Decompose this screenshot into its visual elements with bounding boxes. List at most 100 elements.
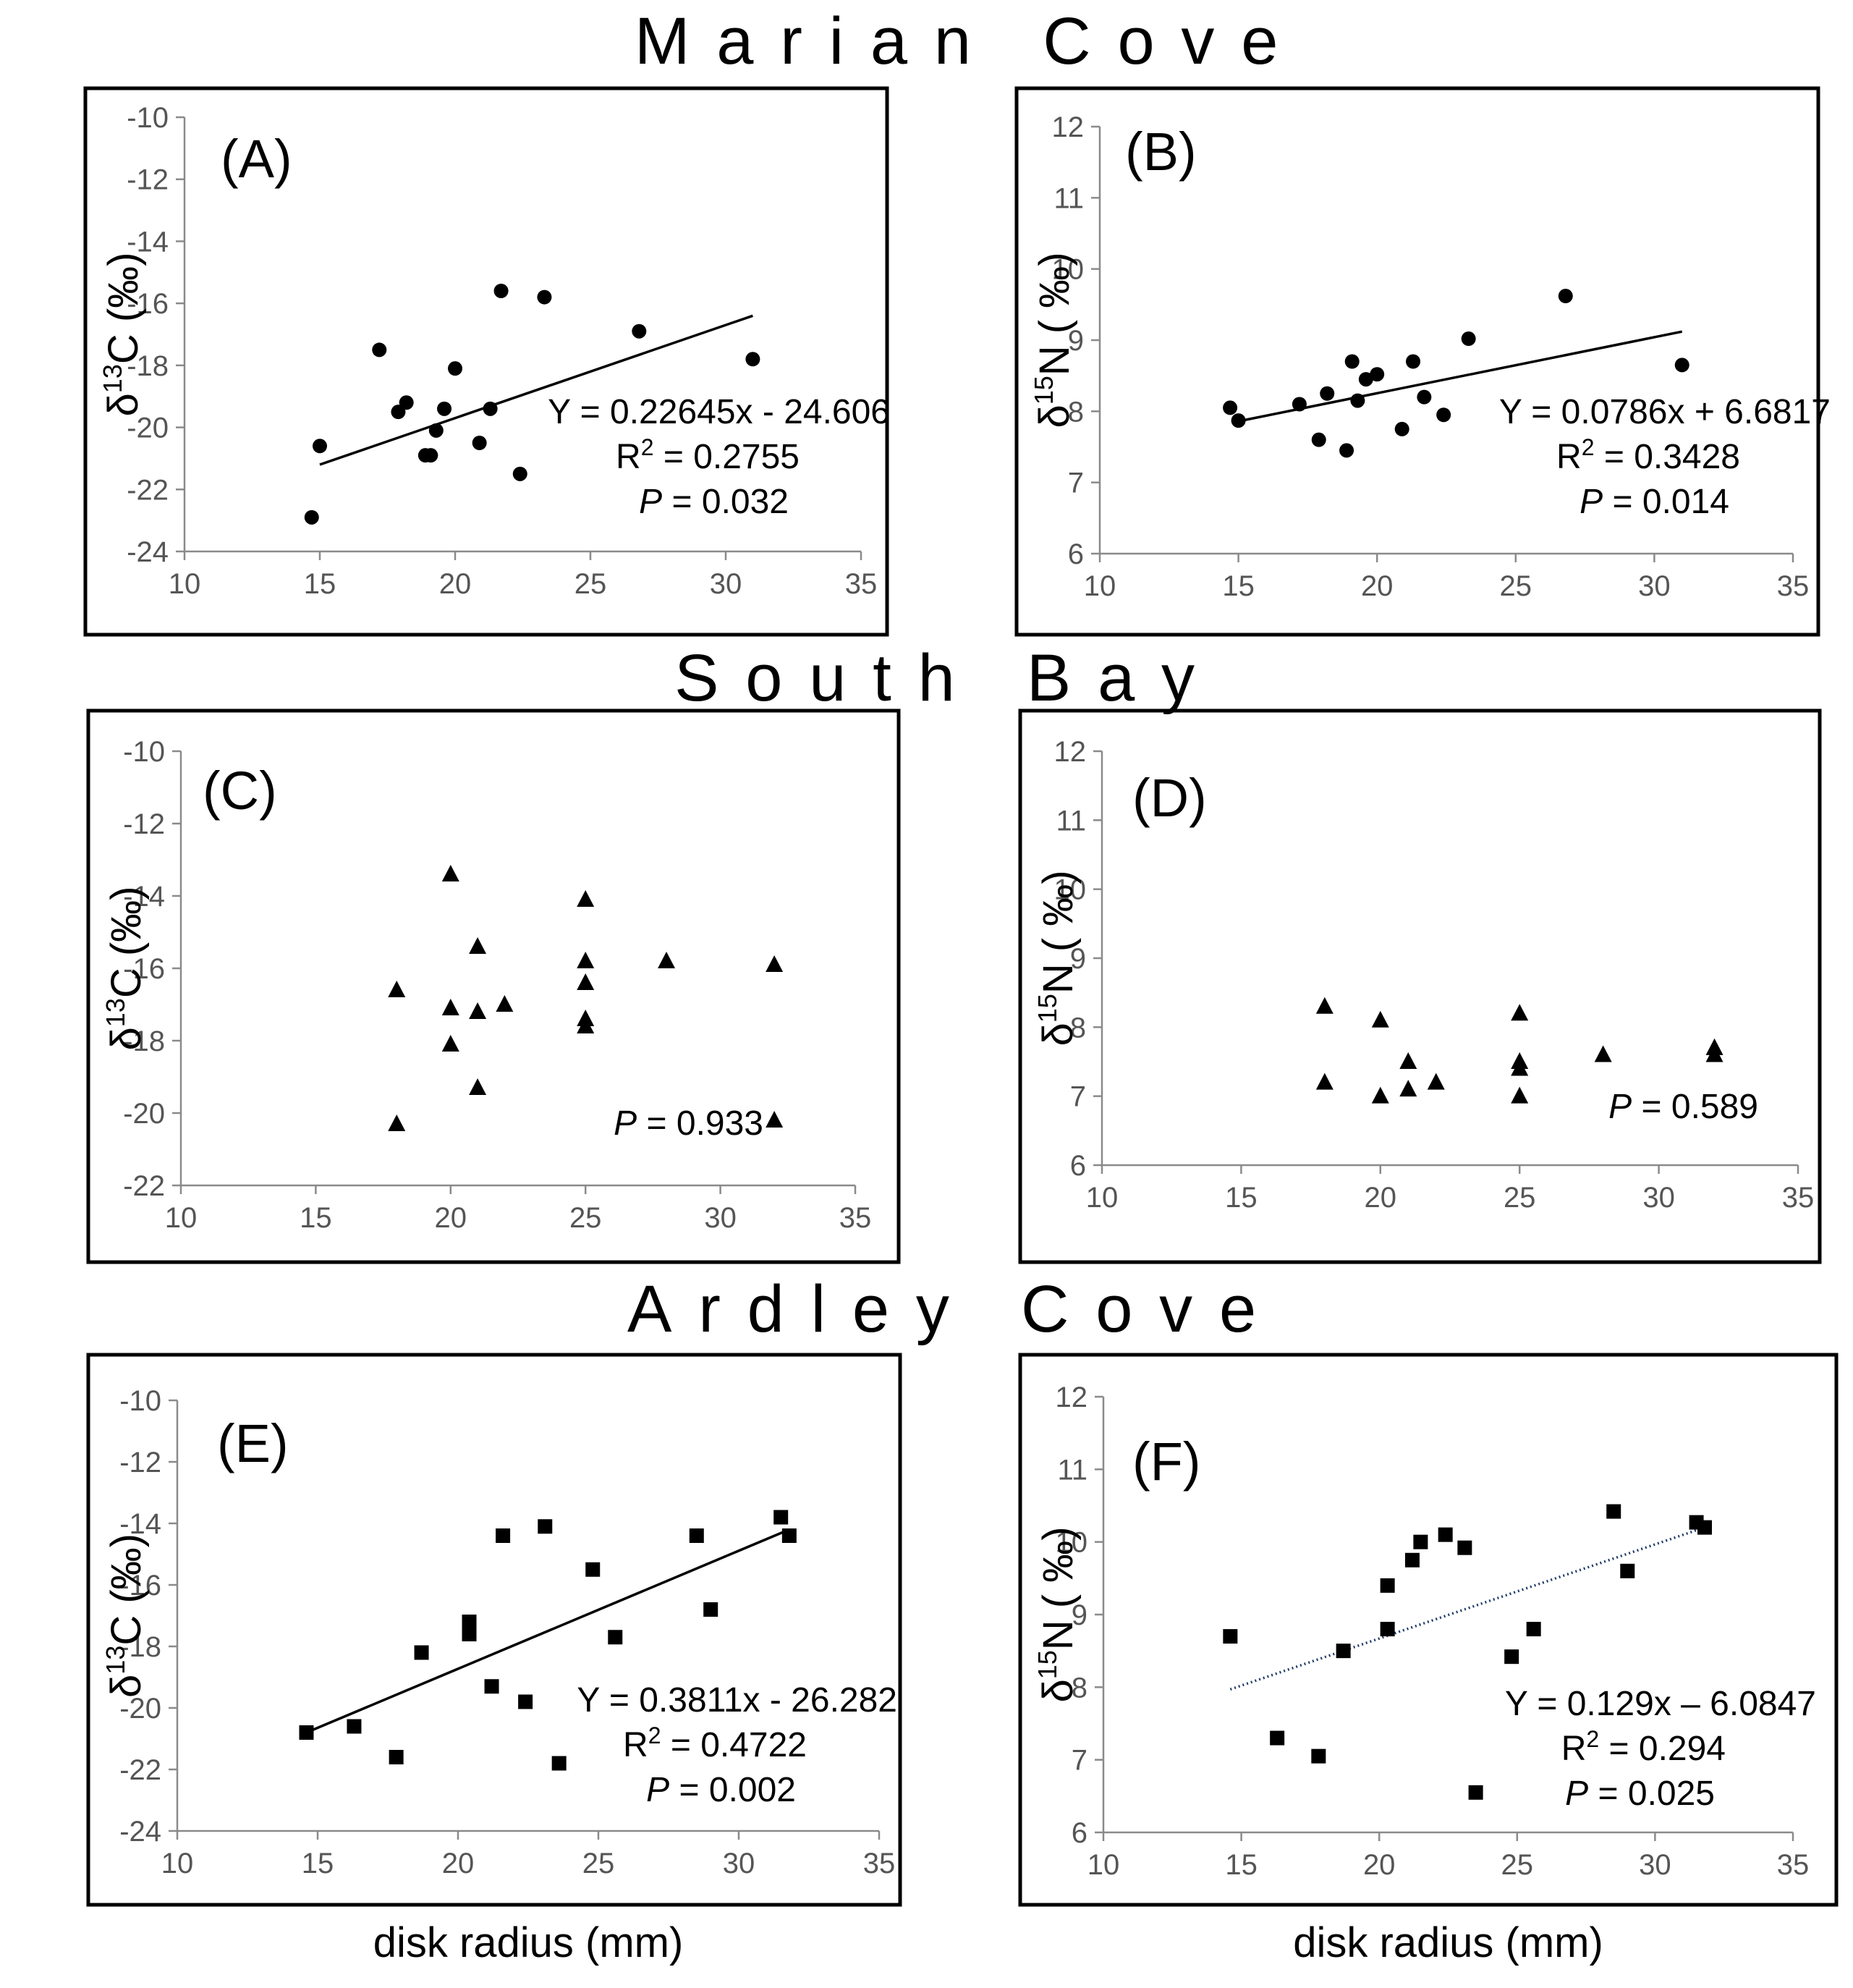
data-point <box>1558 289 1573 304</box>
x-tick-label: 25 <box>574 568 607 600</box>
data-point <box>1223 400 1238 415</box>
regression-equation: Y = 0.3811x - 26.282 <box>577 1681 897 1720</box>
y-tick-label: 12 <box>1056 1382 1088 1413</box>
x-tick-label: 10 <box>165 1202 198 1234</box>
panel-frame <box>1014 86 1820 637</box>
data-point <box>304 509 319 525</box>
data-point <box>1380 1622 1395 1637</box>
data-point <box>1315 1073 1333 1090</box>
y-tick-label: -22 <box>127 474 169 506</box>
data-point <box>632 323 647 339</box>
data-point <box>1457 1540 1472 1555</box>
x-tick-label: 10 <box>1084 570 1116 602</box>
panel-frame <box>83 86 889 637</box>
y-tick-label: -12 <box>123 808 165 840</box>
r-squared-label: R <box>1561 1730 1587 1768</box>
data-point <box>1223 1629 1238 1644</box>
trendline <box>1238 330 1683 423</box>
x-tick-label: 15 <box>302 1848 334 1879</box>
data-point <box>577 890 595 907</box>
p-value-number: = 0.032 <box>662 483 789 521</box>
y-tick-label: 12 <box>1052 111 1085 143</box>
p-value-number: = 0.014 <box>1603 483 1729 521</box>
data-point <box>1320 386 1335 401</box>
x-tick-label: 30 <box>1639 1849 1671 1881</box>
data-point <box>1311 1748 1326 1764</box>
x-tick-label: 15 <box>1225 1849 1258 1881</box>
y-axis-label-rest: C (‰) <box>103 887 150 999</box>
x-axis-label: disk radius (mm) <box>1293 1919 1603 1966</box>
x-tick-label: 30 <box>704 1202 737 1234</box>
r-squared-value: = 0.3428 <box>1594 438 1740 476</box>
x-tick-label: 25 <box>582 1848 615 1879</box>
y-axis-label: δ13C (‰) <box>101 887 150 1051</box>
data-point <box>469 1078 487 1095</box>
data-point <box>496 995 514 1012</box>
p-value-label: P <box>614 1104 637 1143</box>
y-tick-label: 9 <box>1072 1599 1087 1631</box>
data-point <box>577 1017 595 1033</box>
panel-label: (C) <box>203 761 277 821</box>
data-point <box>1371 1086 1389 1104</box>
x-tick-label: 15 <box>1225 1182 1258 1214</box>
y-tick-label: 8 <box>1068 396 1084 428</box>
x-tick-label: 10 <box>1087 1849 1120 1881</box>
data-point <box>1417 389 1432 405</box>
section-title-ardley-cove: Ardley Cove <box>627 1272 1283 1346</box>
y-tick-label: 6 <box>1072 1817 1087 1849</box>
r-squared-label: R <box>623 1726 648 1764</box>
data-point <box>537 289 552 305</box>
data-point <box>766 955 784 972</box>
data-point <box>448 361 462 376</box>
r-squared-label: R <box>616 438 641 476</box>
data-point <box>388 1114 406 1131</box>
x-tick-label: 35 <box>1782 1182 1815 1214</box>
p-value-number: = 0.002 <box>669 1771 796 1809</box>
x-tick-label: 35 <box>845 568 878 600</box>
p-value: P = 0.589 <box>1608 1088 1758 1126</box>
data-point <box>483 401 498 416</box>
data-point <box>1350 393 1365 408</box>
y-axis-label: δ15N ( ‰) <box>1029 252 1078 428</box>
x-tick-label: 30 <box>1642 1182 1675 1214</box>
y-axis-label: δ13C (‰) <box>98 253 147 417</box>
x-tick-label: 25 <box>1500 570 1532 602</box>
data-point <box>1292 397 1307 412</box>
data-point <box>313 439 327 454</box>
x-tick-label: 30 <box>723 1848 755 1879</box>
x-tick-label: 25 <box>569 1202 602 1234</box>
data-point <box>1674 358 1689 373</box>
panel-label: (D) <box>1132 768 1207 828</box>
data-point <box>1697 1520 1713 1535</box>
x-tick-label: 35 <box>1777 1849 1810 1881</box>
data-point <box>1339 443 1354 458</box>
x-tick-label: 30 <box>1638 570 1671 602</box>
data-point <box>1336 1644 1351 1659</box>
r-squared-sup: 2 <box>648 1722 661 1748</box>
data-point <box>703 1602 718 1617</box>
y-tick-label: 12 <box>1054 736 1087 768</box>
x-tick-label: 15 <box>300 1202 332 1234</box>
data-point <box>1344 354 1360 369</box>
data-point <box>1461 331 1476 347</box>
data-point <box>781 1528 797 1543</box>
r-squared-value: = 0.294 <box>1599 1730 1726 1768</box>
data-point <box>462 1627 477 1641</box>
data-point <box>1315 997 1333 1014</box>
y-axis-label: δ15N ( ‰) <box>1032 870 1082 1046</box>
data-point <box>389 1750 404 1764</box>
x-tick-label: 15 <box>304 568 336 600</box>
panel-label: (F) <box>1132 1431 1201 1492</box>
y-tick-label: 11 <box>1053 182 1084 214</box>
x-tick-label: 20 <box>1363 1849 1396 1881</box>
data-point <box>538 1519 553 1534</box>
panel-frame <box>1018 709 1822 1264</box>
y-tick-label: 8 <box>1072 1672 1087 1704</box>
data-point <box>414 1645 429 1660</box>
data-point <box>437 401 452 416</box>
data-point <box>472 436 487 450</box>
y-axis-label: δ13C (‰) <box>101 1534 150 1698</box>
p-value: P = 0.032 <box>639 483 789 521</box>
